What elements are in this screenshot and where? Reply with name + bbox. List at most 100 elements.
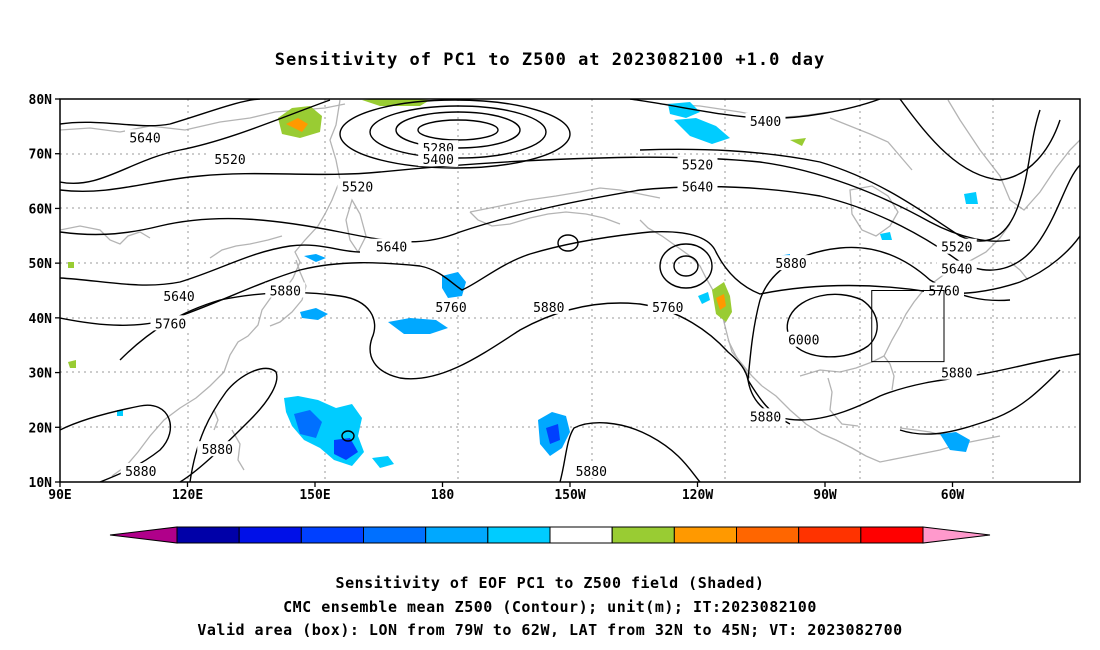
- colorbar-low-triangle: [109, 526, 178, 544]
- lat-tick-label: 70N: [29, 148, 53, 163]
- lat-tick-label: 50N: [29, 257, 53, 272]
- lon-tick-label: 150W: [554, 488, 585, 503]
- contour-label: 5640: [376, 241, 407, 256]
- contour-label-bg: [677, 178, 718, 194]
- negative-patch: [117, 410, 123, 416]
- contour-label: 5880: [202, 443, 233, 458]
- lat-tick-label: 10N: [29, 476, 53, 491]
- contour-label: 6000: [788, 334, 819, 349]
- contour-label-bg: [783, 331, 824, 347]
- negative-patch: [698, 292, 710, 304]
- contour-label-bg: [120, 463, 161, 479]
- contour-labels: 5640552055205280540054005520564056405640…: [120, 112, 977, 480]
- caption-valid-area: Valid area (box): LON from 79W to 62W, L…: [197, 621, 903, 639]
- contour-label: 5880: [270, 285, 301, 300]
- contour-label: 5640: [129, 131, 160, 146]
- positive-patch: [68, 262, 74, 268]
- contour-label-bg: [125, 129, 165, 145]
- contour-label-bg: [159, 287, 199, 303]
- contour-label-bg: [528, 298, 569, 314]
- lat-tick-label: 60N: [29, 202, 53, 217]
- contour-label: 5400: [750, 115, 781, 130]
- contour-label-bg: [431, 298, 471, 314]
- contour-label-bg: [936, 238, 977, 254]
- colorbar-swatch: [300, 526, 365, 544]
- lon-tick-label: 150E: [299, 488, 330, 503]
- sensitivity-map: 5640552055205280540054005520564056405640…: [29, 93, 1081, 544]
- negative-patch: [674, 118, 730, 144]
- lon-tick-label: 120W: [682, 488, 713, 503]
- positive-patch: [790, 138, 806, 146]
- colorbar-swatch: [363, 526, 427, 544]
- contour-label-bg: [210, 151, 250, 167]
- lon-tick-label: 180: [431, 488, 455, 503]
- contour-label-bg: [571, 463, 612, 479]
- colorbar-swatch: [673, 526, 737, 544]
- contour-label: 5520: [941, 241, 972, 256]
- latitude-axis: 80N 70N 60N 50N 40N 30N 20N 10N: [29, 93, 60, 491]
- negative-patch: [300, 308, 328, 320]
- negative-patch: [546, 424, 560, 444]
- colorbar-swatch: [425, 526, 489, 544]
- colorbar-swatch: [176, 526, 240, 544]
- lon-tick-label: 120E: [172, 488, 203, 503]
- contour-label: 5760: [435, 301, 466, 316]
- colorbar-swatch: [611, 526, 675, 544]
- colorbar-high-triangle: [922, 526, 991, 544]
- contour-label: 5640: [163, 290, 194, 305]
- contour-label-bg: [150, 315, 191, 331]
- contour-label-bg: [771, 255, 811, 271]
- contour-label-bg: [371, 238, 412, 254]
- caption-contour: CMC ensemble mean Z500 (Contour); unit(m…: [283, 598, 817, 616]
- contour-label-bg: [418, 151, 459, 167]
- colorbar-swatch: [736, 526, 800, 544]
- negative-patch: [372, 456, 394, 468]
- positive-patch: [286, 118, 308, 132]
- lon-tick-label: 90W: [813, 488, 837, 503]
- contour-label: 5640: [682, 181, 713, 196]
- valid-area-box: [871, 290, 945, 363]
- contour-label-bg: [677, 156, 718, 172]
- contour-label: 5880: [775, 257, 806, 272]
- contour-label: 5760: [155, 317, 186, 332]
- lat-tick-label: 20N: [29, 421, 53, 436]
- contour-label: 5520: [214, 153, 245, 168]
- lon-tick-label: 60W: [941, 488, 965, 503]
- negative-patch: [964, 192, 978, 204]
- contour-label: 5880: [125, 465, 156, 480]
- colorbar-swatch: [798, 526, 862, 544]
- negative-patch: [940, 432, 970, 452]
- contour-label: 5400: [423, 153, 454, 168]
- contour-label: 5880: [576, 465, 607, 480]
- colorbar-swatch: [549, 526, 613, 544]
- contour-label: 5880: [941, 367, 972, 382]
- contour-label-bg: [265, 282, 306, 298]
- page-title: Sensitivity of PC1 to Z500 at 2023082100…: [274, 50, 826, 70]
- colorbar-swatch: [860, 526, 924, 544]
- contour-label-bg: [936, 260, 977, 276]
- negative-patch: [442, 272, 466, 298]
- lat-tick-label: 80N: [29, 93, 53, 108]
- negative-patch: [880, 232, 892, 240]
- coastlines: [60, 99, 1080, 477]
- contour-label: 5760: [652, 301, 683, 316]
- sensitivity-shading: [68, 99, 978, 468]
- colorbar: -0.9-0.8-0.7-0.6-0.5-0.420.420.50.60.70.…: [109, 526, 991, 544]
- contour-label-bg: [936, 364, 977, 380]
- contour-label: 5520: [682, 159, 713, 174]
- negative-patch: [388, 318, 448, 334]
- negative-patch: [334, 438, 358, 460]
- positive-patch: [68, 360, 76, 368]
- contour-label-bg: [197, 441, 238, 457]
- contour-label: 5880: [750, 410, 781, 425]
- contour-label: 5640: [941, 263, 972, 278]
- positive-patch: [716, 294, 726, 310]
- negative-patch: [304, 254, 326, 262]
- lat-tick-label: 30N: [29, 367, 53, 382]
- lat-tick-label: 40N: [29, 312, 53, 327]
- colorbar-swatch: [238, 526, 302, 544]
- caption-shading: Sensitivity of EOF PC1 to Z500 field (Sh…: [335, 574, 765, 592]
- longitude-axis: 90E 120E 150E 180 150W 120W 90W 60W: [48, 482, 964, 503]
- positive-patch: [362, 99, 430, 106]
- contour-label-bg: [647, 298, 688, 314]
